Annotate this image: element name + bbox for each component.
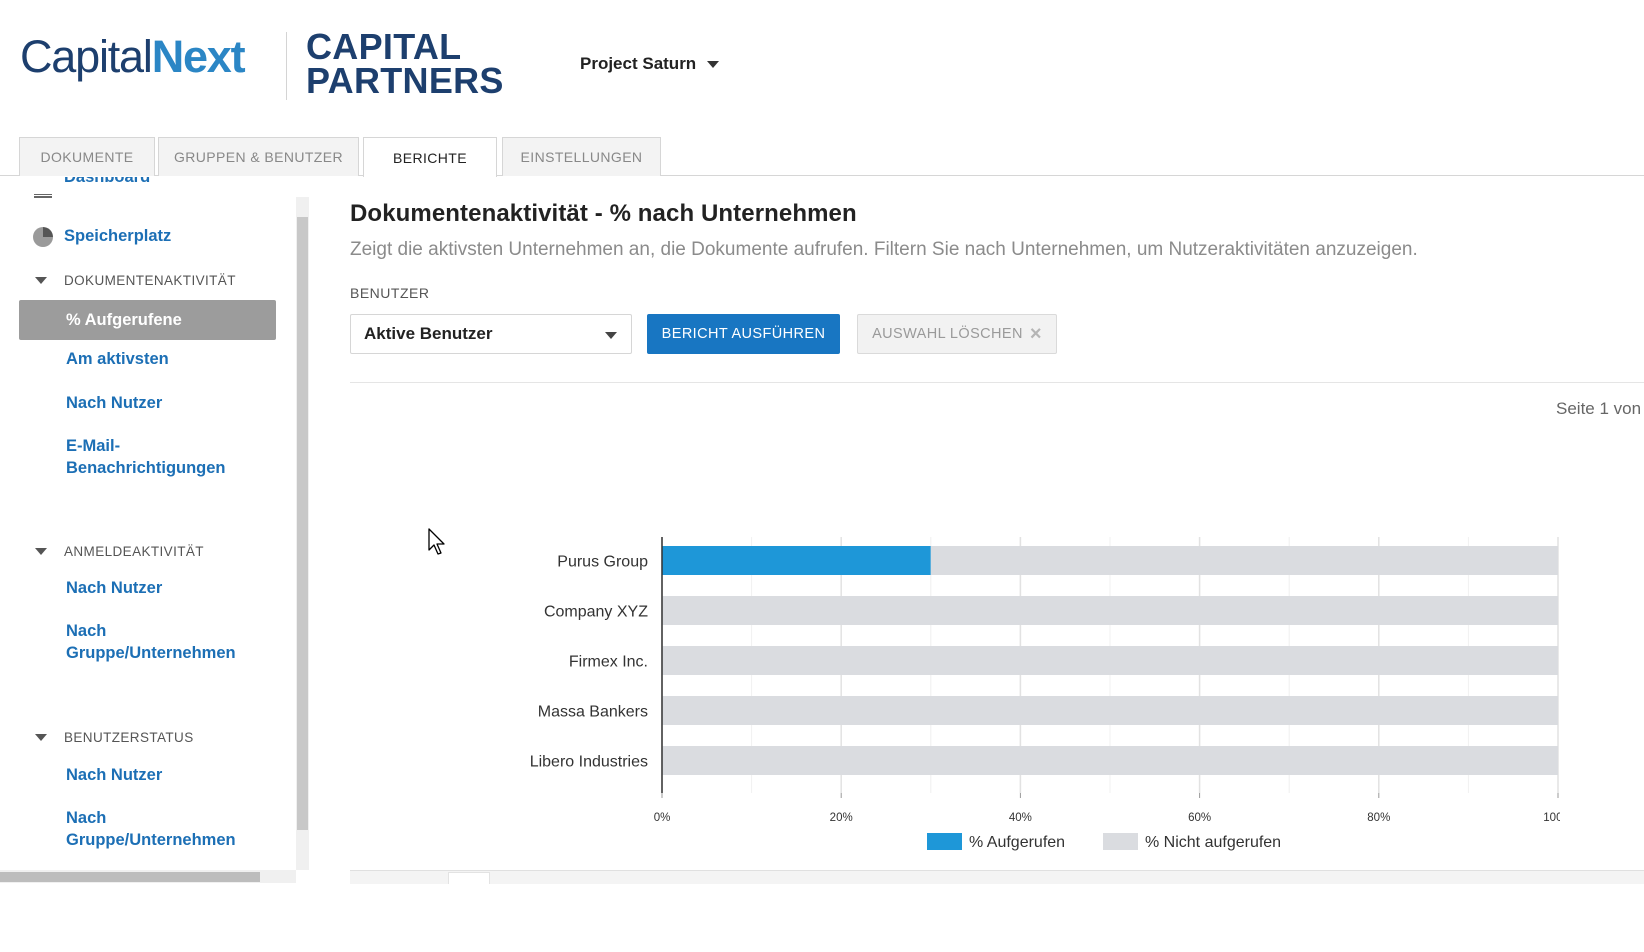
section-login-activity-label: ANMELDEAKTIVITÄT: [64, 544, 204, 559]
main-tabs: DOKUMENTE GRUPPEN & BENUTZER BERICHTE EI…: [0, 137, 1644, 177]
company-activity-chart: 0% 20% 40% 60% 80% 100% Purus Group Company XYZ…: [530, 537, 1560, 851]
x-tick-label: 40%: [1009, 812, 1032, 824]
tab-reports[interactable]: BERICHTE: [363, 137, 497, 177]
section-document-activity-label: DOKUMENTENAKTIVITÄT: [64, 273, 236, 288]
legend-label: % Nicht aufgerufen: [1145, 834, 1281, 851]
bar-segment: [662, 696, 1558, 725]
app-header: CapitalNext CAPITAL PARTNERS Project Sat…: [0, 0, 1644, 132]
bar-segment: [662, 596, 1558, 625]
mouse-cursor-icon: [428, 528, 445, 555]
tab-groups-users[interactable]: GRUPPEN & BENUTZER: [158, 137, 359, 176]
sidebar-item-login-by-user[interactable]: Nach Nutzer: [66, 579, 163, 597]
sidebar-item-by-user[interactable]: Nach Nutzer: [66, 394, 163, 412]
logo-partners-line1: CAPITAL: [306, 26, 462, 67]
section-user-status[interactable]: BENUTZERSTATUS: [35, 730, 194, 745]
category-label: Company XYZ: [544, 604, 648, 621]
category-label: Libero Industries: [530, 754, 648, 771]
sidebar-item-viewed-percent[interactable]: % Aufgerufene: [19, 300, 276, 340]
section-user-status-label: BENUTZERSTATUS: [64, 730, 194, 745]
run-report-button[interactable]: BERICHT AUSFÜHREN: [647, 314, 840, 354]
bar-segment: [662, 746, 1558, 775]
run-report-label: BERICHT AUSFÜHREN: [661, 326, 826, 342]
x-tick-label: 20%: [830, 812, 853, 824]
bar-segment: [662, 646, 1558, 675]
x-tick-label: 80%: [1367, 812, 1390, 824]
section-login-activity[interactable]: ANMELDEAKTIVITÄT: [35, 544, 204, 559]
sidebar-content: Dashboard Speicherplatz DOKUMENTENAKTIVI…: [0, 177, 296, 885]
chevron-down-icon: [707, 60, 720, 68]
tab-settings[interactable]: EINSTELLUNGEN: [502, 137, 661, 176]
project-selector[interactable]: Project Saturn: [580, 54, 720, 74]
bar-segment: [662, 546, 931, 575]
triangle-down-icon: [35, 548, 47, 555]
bar-segment: [930, 546, 1558, 575]
page-title: Dokumentenaktivität - % nach Unternehmen: [350, 200, 857, 227]
user-filter-value: Aktive Benutzer: [364, 324, 493, 343]
pie-chart-icon: [33, 227, 53, 247]
sidebar-item-status-by-group[interactable]: Nach Gruppe/Unternehmen: [66, 809, 236, 849]
capital-partners-logo: CAPITAL PARTNERS: [306, 26, 504, 101]
clear-selection-button[interactable]: AUSWAHL LÖSCHEN ×: [857, 314, 1057, 354]
capitalnext-logo[interactable]: CapitalNext: [20, 31, 246, 82]
x-tick-label: 60%: [1188, 812, 1211, 824]
page-subtitle: Zeigt die aktivsten Unternehmen an, die …: [350, 239, 1418, 260]
table-header-tab[interactable]: [448, 872, 490, 884]
logo-partners-line2: PARTNERS: [306, 60, 504, 101]
category-label: Purus Group: [557, 554, 648, 571]
sidebar-item-most-active[interactable]: Am aktivsten: [66, 350, 169, 368]
triangle-down-icon: [35, 734, 47, 741]
sidebar-item-login-by-group[interactable]: Nach Gruppe/Unternehmen: [66, 622, 236, 662]
sidebar-item-dashboard[interactable]: Dashboard: [64, 177, 150, 187]
project-name: Project Saturn: [580, 54, 697, 73]
close-icon: ×: [1029, 323, 1042, 345]
x-tick-label: 100%: [1543, 812, 1560, 824]
clear-selection-label: AUSWAHL LÖSCHEN: [872, 326, 1023, 342]
logo-next-text: Next: [151, 31, 246, 82]
x-tick-label: 0%: [654, 812, 671, 824]
legend-swatch: [927, 833, 962, 850]
category-label: Massa Bankers: [538, 704, 648, 721]
chevron-down-icon: [605, 332, 617, 339]
triangle-down-icon: [35, 277, 47, 284]
user-filter-label: BENUTZER: [350, 285, 430, 301]
logo-divider: [286, 32, 287, 100]
sidebar-horizontal-scrollbar-thumb[interactable]: [0, 872, 260, 882]
table-header-bar: [350, 870, 1644, 884]
logo-capital-text: Capital: [20, 31, 153, 82]
legend-label: % Aufgerufen: [969, 834, 1065, 851]
sidebar-item-storage[interactable]: Speicherplatz: [64, 227, 172, 245]
sidebar-item-email-notifications[interactable]: E-Mail-Benachrichtigungen: [66, 437, 226, 477]
tab-documents[interactable]: DOKUMENTE: [19, 137, 155, 176]
reports-sidebar: Dashboard Speicherplatz DOKUMENTENAKTIVI…: [0, 177, 296, 885]
sidebar-item-status-by-user[interactable]: Nach Nutzer: [66, 766, 163, 784]
category-label: Firmex Inc.: [569, 654, 648, 671]
user-filter-select[interactable]: Aktive Benutzer: [350, 314, 632, 354]
divider: [350, 382, 1644, 383]
dashboard-icon: [34, 194, 52, 198]
pagination-info: Seite 1 von: [1556, 399, 1642, 418]
legend-swatch: [1103, 833, 1138, 850]
section-document-activity[interactable]: DOKUMENTENAKTIVITÄT: [35, 273, 236, 288]
sidebar-scrollbar-thumb[interactable]: [297, 217, 308, 830]
sidebar-item-dashboard-label: Dashboard: [64, 177, 151, 186]
